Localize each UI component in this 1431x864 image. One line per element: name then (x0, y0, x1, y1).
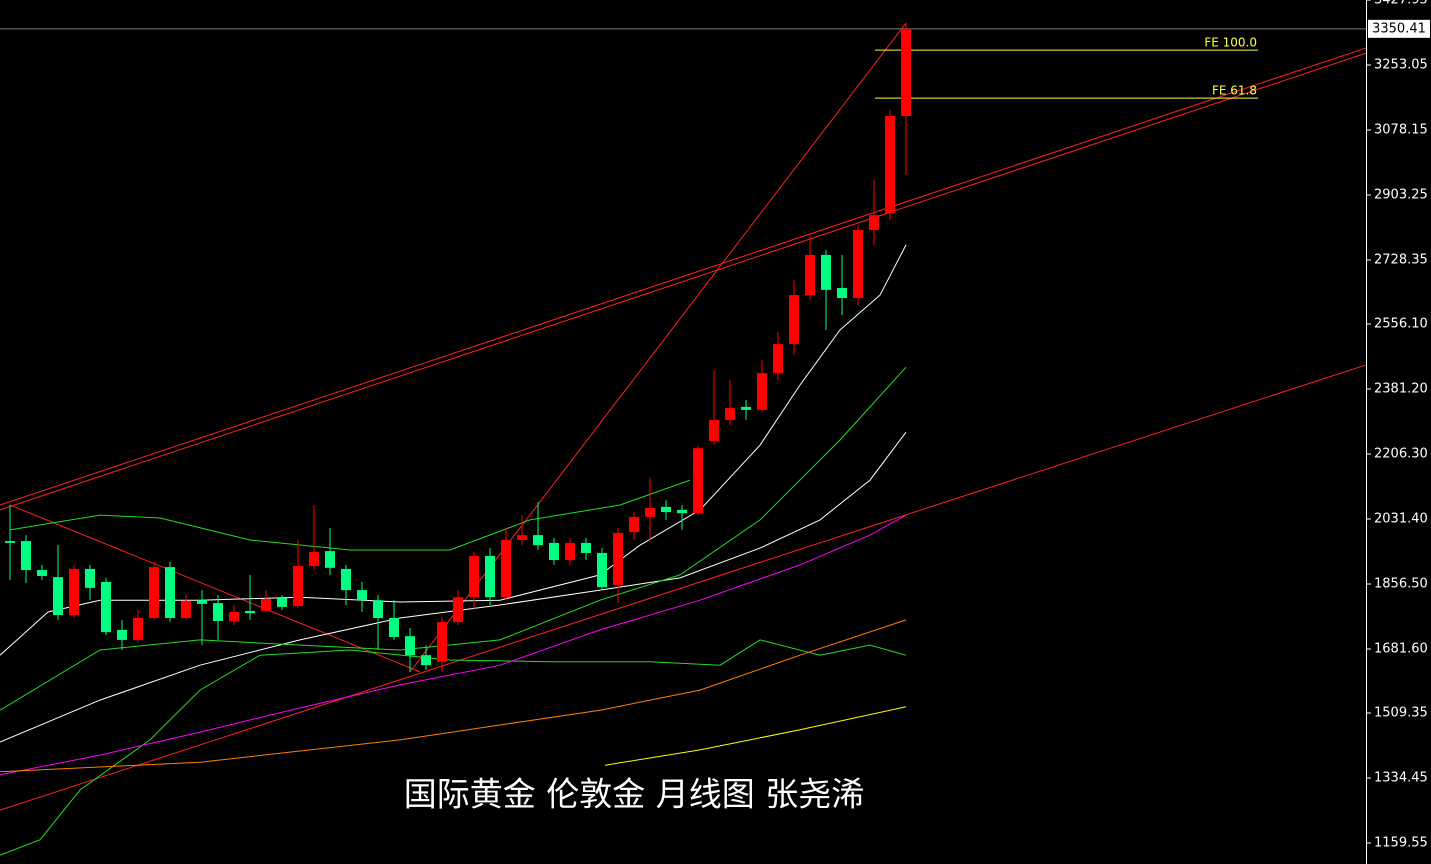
candle-body (549, 542, 559, 561)
candle-body (869, 215, 879, 231)
last-price-label: 3350.41 (1372, 21, 1426, 36)
moving-average-line (0, 366, 907, 711)
candle-body (693, 448, 703, 514)
y-tick-label: 3253.05 (1374, 58, 1428, 73)
candle-body (741, 406, 751, 410)
candle-body (885, 115, 895, 213)
candle-body (645, 507, 655, 517)
candle-body (117, 629, 127, 640)
candle-body (485, 555, 495, 598)
y-tick-label: 2728.35 (1374, 252, 1428, 267)
candle-body (197, 600, 207, 604)
candle-body (469, 555, 479, 598)
candle-body (613, 532, 623, 585)
moving-average-line (0, 514, 907, 776)
candle-body (837, 288, 847, 299)
candle-body (597, 552, 607, 588)
candle-body (5, 541, 15, 543)
candle-body (85, 568, 95, 588)
candle-body (501, 539, 511, 598)
fe-level-label: FE 61.8 (1212, 84, 1257, 98)
candle-body (101, 581, 111, 633)
fe-level-label: FE 100.0 (1204, 36, 1257, 50)
candle-body (565, 542, 575, 561)
candle-body (229, 612, 239, 621)
moving-average-line (0, 619, 907, 773)
candle-body (69, 568, 79, 616)
y-tick-label: 3078.15 (1374, 123, 1428, 138)
plot-area: FE 100.0 FE 61.8 (0, 22, 1367, 856)
candle-body (293, 565, 303, 607)
candle-body (661, 506, 671, 513)
trend-line (0, 364, 1367, 811)
y-tick-label: 1334.45 (1374, 770, 1428, 785)
candle-body (757, 373, 767, 410)
candle-body (853, 230, 863, 299)
candle-body (53, 577, 63, 616)
candle-body (21, 541, 31, 571)
candle-body (421, 655, 431, 666)
moving-average-line (9, 479, 691, 551)
candle-body (773, 344, 783, 374)
y-tick-label: 2556.10 (1374, 317, 1428, 332)
y-tick-label: 1159.55 (1374, 835, 1428, 850)
candle-body (277, 597, 287, 607)
candle-body (213, 603, 223, 621)
candle-body (261, 599, 271, 611)
candle-body (789, 295, 799, 345)
candle-body (37, 570, 47, 576)
candle-body (133, 617, 143, 640)
y-tick-label: 2031.40 (1374, 511, 1428, 526)
candle-body (629, 516, 639, 533)
candle-body (357, 590, 367, 601)
y-tick-label: 2206.30 (1374, 446, 1428, 461)
candle-body (341, 568, 351, 591)
candle-body (821, 254, 831, 290)
candle-body (245, 610, 255, 614)
y-tick-label: 2381.20 (1374, 382, 1428, 397)
candle-body (437, 622, 447, 662)
moving-average-line (0, 639, 907, 856)
candle-body (901, 28, 911, 116)
candle-body (165, 567, 175, 618)
moving-average-line (604, 706, 907, 766)
candle-body (581, 542, 591, 553)
candle-body (453, 597, 463, 623)
candle-body (373, 600, 383, 618)
y-tick-label: 3427.95 (1374, 0, 1428, 8)
y-tick-label: 1856.50 (1374, 576, 1428, 591)
trend-line (9, 504, 421, 673)
candle-body (149, 567, 159, 618)
moving-average-line (0, 431, 907, 743)
last-price-box (1368, 19, 1430, 38)
candle-body (805, 254, 815, 296)
candle-body (533, 535, 543, 546)
y-tick-label: 1681.60 (1374, 641, 1428, 656)
candle-body (181, 600, 191, 618)
y-tick-label: 1509.35 (1374, 705, 1428, 720)
caption: 国际黄金 伦敦金 月线图 张尧浠 (404, 775, 864, 814)
candle-body (325, 551, 335, 568)
candle-body (405, 636, 415, 656)
trend-line (0, 52, 1367, 511)
candle-body (389, 617, 399, 637)
candle-body (709, 419, 719, 442)
candle-body (309, 551, 319, 566)
trend-line (0, 47, 1367, 506)
y-tick-label: 2903.25 (1374, 188, 1428, 203)
candle-body (725, 408, 735, 420)
candle-body (677, 509, 687, 514)
candle-body (517, 535, 527, 540)
